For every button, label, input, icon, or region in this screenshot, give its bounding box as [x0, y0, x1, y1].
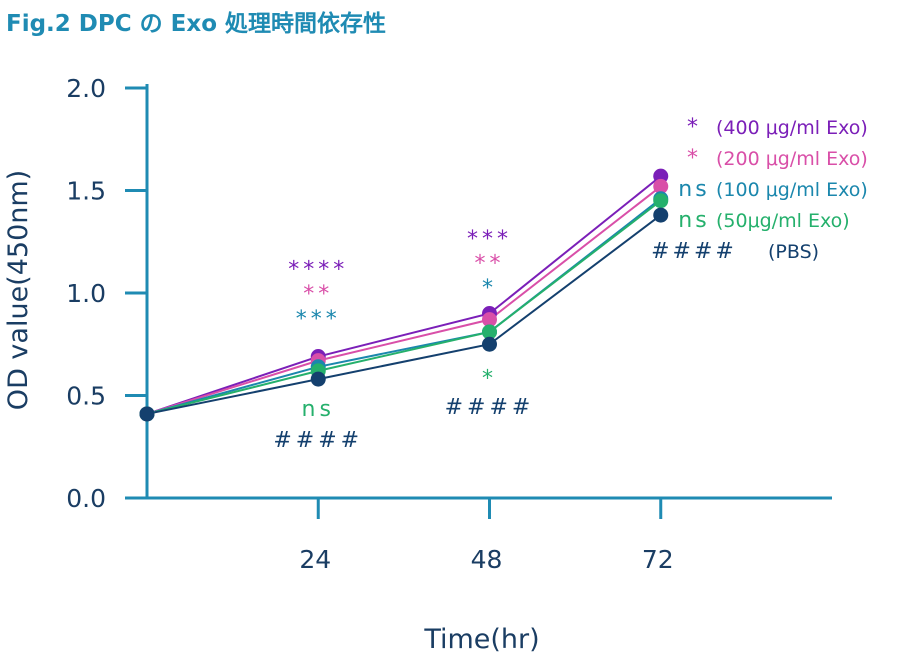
data-point: [482, 312, 497, 328]
significance-annotation: **: [303, 282, 333, 307]
legend-marker: *: [687, 146, 701, 171]
legend-label: (400 μg/ml Exo): [716, 117, 868, 139]
x-tick-label: 48: [471, 545, 503, 574]
data-point: [310, 371, 326, 387]
series-lines: [146, 175, 662, 415]
x-tick-label: 72: [642, 545, 674, 574]
significance-annotation: *: [482, 366, 497, 391]
y-tick-label: 0.5: [66, 382, 106, 411]
figure-title: Fig.2 DPC の Exo 処理時間依存性: [6, 11, 387, 37]
legend-marker: ns: [678, 208, 709, 233]
significance-annotation: ####: [445, 395, 535, 420]
legend-marker: ns: [678, 177, 709, 202]
series-points: [139, 168, 669, 422]
series-line: [146, 197, 662, 415]
series-line: [146, 175, 662, 415]
data-point: [653, 193, 669, 209]
significance-annotation: ####: [273, 428, 363, 453]
data-point: [653, 207, 669, 223]
significance-annotation: **: [475, 251, 505, 276]
legend-marker: ####: [651, 239, 737, 264]
significance-annotation: ****: [288, 258, 348, 283]
data-point: [653, 168, 669, 184]
y-axis-title: OD value(450nm): [3, 170, 34, 410]
y-tick-label: 1.0: [66, 279, 106, 308]
x-axis-title: Time(hr): [423, 624, 539, 655]
legend: * (400 μg/ml Exo) * (200 μg/ml Exo) ns (100 μ…: [651, 115, 868, 264]
series-line: [146, 199, 662, 415]
legend-label: (100 μg/ml Exo): [716, 179, 868, 201]
data-point: [482, 336, 497, 352]
legend-label: (50μg/ml Exo): [716, 210, 850, 232]
y-axis-ticks: 0.0 0.5 1.0 1.5 2.0: [66, 74, 147, 513]
data-point: [482, 324, 497, 340]
data-point: [139, 406, 155, 422]
legend-marker: *: [687, 115, 701, 140]
y-tick-label: 2.0: [66, 74, 106, 103]
legend-label: (PBS): [768, 241, 819, 263]
legend-label: (200 μg/ml Exo): [716, 148, 868, 170]
series-line: [146, 185, 662, 415]
y-tick-label: 1.5: [66, 177, 106, 206]
y-tick-label: 0.0: [66, 484, 106, 513]
significance-annotation: ***: [296, 307, 341, 332]
series-line: [146, 214, 662, 415]
significance-annotations: *********ns####*******####: [273, 227, 535, 453]
x-tick-label: 24: [299, 545, 331, 574]
x-axis-ticks: 24 48 72: [299, 498, 674, 574]
significance-annotation: *: [482, 276, 497, 301]
data-point: [653, 178, 669, 194]
significance-annotation: ***: [467, 227, 512, 252]
significance-annotation: ns: [302, 397, 335, 422]
